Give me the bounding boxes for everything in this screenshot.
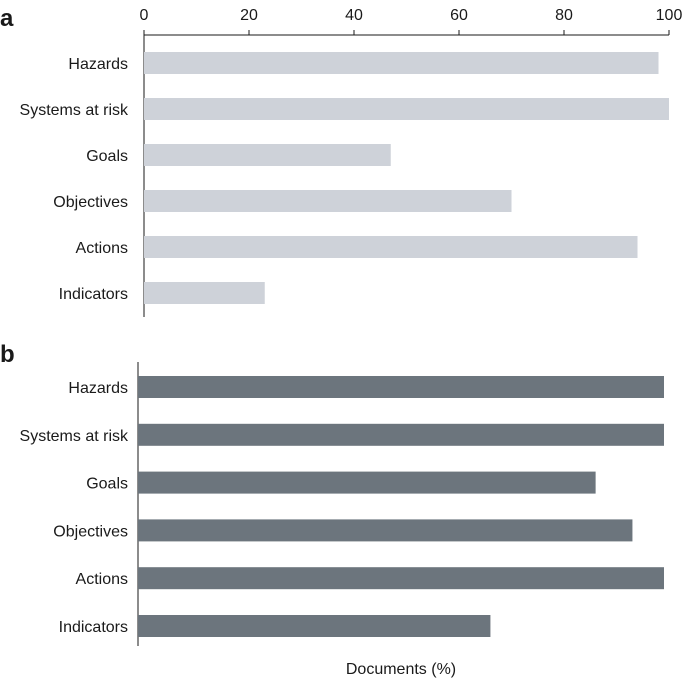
panel-a-bar-goals bbox=[144, 144, 391, 166]
panel-b-bar-hazards bbox=[138, 376, 664, 398]
panel-b-bar-systems-at-risk bbox=[138, 423, 664, 446]
panel-a-label-indicators: Indicators bbox=[59, 286, 128, 303]
panel-b-label-systems-at-risk: Systems at risk bbox=[20, 428, 129, 445]
panel-b-x-axis-title: Documents (%) bbox=[346, 661, 456, 678]
panel-b-bar-goals bbox=[138, 471, 596, 494]
panel-a-label-actions: Actions bbox=[76, 240, 128, 257]
panel-a-tick-label-80: 80 bbox=[555, 7, 573, 24]
panel-b-label-actions: Actions bbox=[76, 571, 128, 588]
panel-b-label-goals: Goals bbox=[86, 476, 128, 493]
panel-a-bar-objectives bbox=[144, 190, 512, 212]
panel-b-letter: b bbox=[0, 341, 15, 368]
panel-a-letter: a bbox=[0, 5, 14, 32]
panel-b-bar-actions bbox=[138, 567, 664, 590]
panel-b-bar-indicators bbox=[138, 615, 491, 637]
panel-a-label-objectives: Objectives bbox=[53, 194, 128, 211]
panel-a-tick-label-40: 40 bbox=[345, 7, 363, 24]
panel-a-bars bbox=[144, 52, 669, 304]
panel-a-bar-systems-at-risk bbox=[144, 98, 669, 120]
panel-a-bar-actions bbox=[144, 236, 638, 258]
panel-a-tick-label-20: 20 bbox=[240, 7, 258, 24]
panel-a-label-hazards: Hazards bbox=[68, 56, 128, 73]
panel-a-label-systems-at-risk: Systems at risk bbox=[20, 102, 129, 119]
panel-a-ticks: 0 20 40 60 80 100 bbox=[140, 7, 683, 35]
panel-a-bar-hazards bbox=[144, 52, 659, 74]
panel-b-label-indicators: Indicators bbox=[59, 619, 128, 636]
panel-b-label-objectives: Objectives bbox=[53, 523, 128, 540]
panel-a-tick-label-60: 60 bbox=[450, 7, 468, 24]
panel-a: a 0 20 40 60 80 100 Hazards Systems at risk Goa… bbox=[0, 5, 682, 317]
panel-a-tick-label-0: 0 bbox=[140, 7, 149, 24]
panel-b-bar-objectives bbox=[138, 519, 633, 542]
panel-b-bars bbox=[138, 376, 664, 637]
panel-b: b Hazards Systems at risk Goals Objectives A… bbox=[0, 341, 664, 678]
panel-a-category-labels: Hazards Systems at risk Goals Objectives Act… bbox=[20, 56, 129, 303]
panel-b-category-labels: Hazards Systems at risk Goals Objectives Act… bbox=[20, 380, 129, 636]
panel-a-tick-label-100: 100 bbox=[656, 7, 683, 24]
panel-a-label-goals: Goals bbox=[86, 148, 128, 165]
panel-a-bar-indicators bbox=[144, 282, 265, 304]
panel-b-label-hazards: Hazards bbox=[68, 380, 128, 397]
